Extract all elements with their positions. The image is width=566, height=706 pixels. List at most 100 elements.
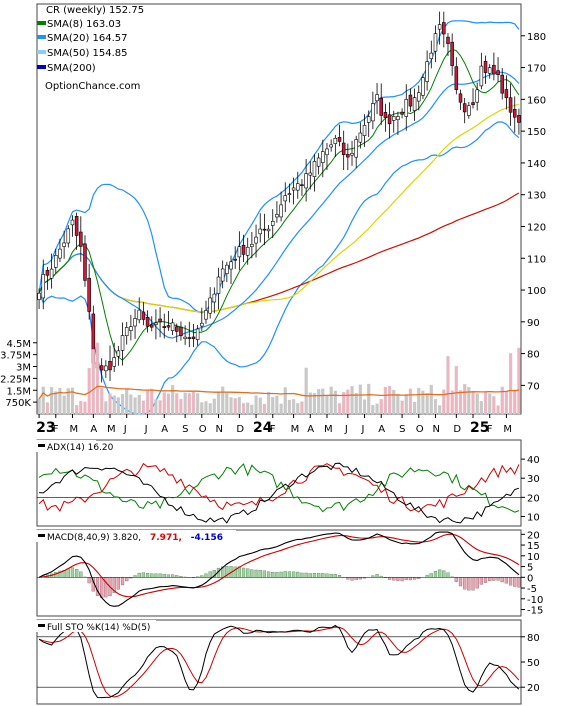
candle-body [391,116,396,121]
candle-body [175,326,179,332]
macd-histogram-bar [425,574,429,578]
volume-bar [241,403,246,415]
price-tick-label: 100 [527,286,546,297]
panel-tick-label: -10 [527,595,543,606]
volume-bar [271,396,275,415]
candle-body [124,327,129,337]
candle-body [467,105,471,116]
candle-body [79,231,83,247]
volume-bar [425,393,429,415]
volume-bar [337,403,342,415]
candle-body [270,221,275,226]
panel-tick-label: 15 [527,541,540,552]
price-frame [36,3,522,415]
candle-body [99,365,104,371]
volume-bar [221,386,225,415]
x-tick-label: J [361,424,365,435]
candle-body [233,258,237,261]
macd-histogram-bar [408,577,413,581]
x-tick-label: F [487,424,493,435]
candle-body [166,325,171,328]
minus-di-line [38,462,520,513]
candle-body [149,324,154,328]
volume-bar [304,367,308,415]
volume-bar [392,389,396,415]
volume-bar [116,397,120,415]
candle-body [492,64,496,75]
candle-body [145,317,150,327]
macd-histogram-bar [504,577,509,584]
candle-body [237,246,242,258]
volume-bar [421,390,425,415]
volume-bar [446,356,450,415]
x-tick-label: S [399,424,405,435]
plus-di-line [38,463,520,513]
candle-body [296,183,300,191]
candle-body [191,336,196,340]
legend-label-sma50: SMA(50) 154.85 [47,48,128,59]
candle-body [379,98,383,116]
candle-body [37,292,41,300]
volume-bar [454,365,458,415]
x-tick-label: D [453,424,461,435]
macd-histogram-bar [496,577,500,581]
volume-tick-label: 750K [5,398,31,409]
macd-histogram-bar [400,577,404,582]
macd-histogram-bar [325,573,329,578]
legend-sma200: SMA(200) [37,63,96,74]
legend-sma50: SMA(50) 154.85 [37,48,128,59]
volume-bar [129,394,133,415]
legend-swatch-sma200 [37,65,46,69]
price-tick-label: 90 [527,318,540,329]
volume-bar [100,387,104,415]
macd-histogram-bar [241,567,246,578]
panel-tick-label: 50 [527,658,540,669]
volume-bar [246,402,250,415]
candle-body [504,89,509,98]
price-tick-label: 120 [527,222,546,233]
volume-bar [254,395,258,415]
volume-bar [463,384,467,415]
volume-tick-label: 3M [16,363,31,374]
legend-sma20: SMA(20) 164.57 [37,33,128,44]
candle-body [229,261,233,270]
macd-histogram-bar [488,577,492,582]
volume-bar [412,401,417,415]
volume-bar [141,400,146,415]
macd-histogram-bar [404,577,408,580]
volume-bar [291,399,296,415]
panel-frame [36,439,522,527]
macd-histogram-bar [467,577,471,591]
macd-label-main: MACD(8,40,9) 3.820, [47,533,141,543]
macd-histogram-bar [266,571,271,578]
candle-body [417,92,421,102]
macd-histogram-bar [454,577,458,582]
candle-body [462,103,467,113]
macd-histogram-bar [471,577,475,591]
candle-body [220,268,225,282]
panel-tick-label: 10 [527,512,540,523]
volume-bar [75,404,79,415]
volume-tick-label: 2.25M [0,374,31,385]
candle-body [512,108,517,118]
macd-histogram-bar [396,577,400,581]
macd-label-marker [38,534,45,537]
candle-body [312,161,317,177]
macd-label-value1: 7.971, [150,533,182,543]
candle-body [204,310,208,320]
volume-bar [166,393,171,415]
volume-bar [179,398,183,415]
volume-bar [342,392,346,415]
volume-bar [175,393,179,415]
volume-bar [41,386,45,415]
price-tick-label: 160 [527,95,546,106]
candle-body [358,132,363,143]
macd-histogram-bar [446,572,450,578]
panel-tick-label: 5 [527,563,533,574]
candle-body [266,228,271,232]
volume-bar [49,387,54,415]
macd-histogram-bar [279,571,283,578]
macd-histogram-bar [145,572,150,578]
volume-bar [45,402,50,415]
macd-histogram-bar [321,573,325,578]
